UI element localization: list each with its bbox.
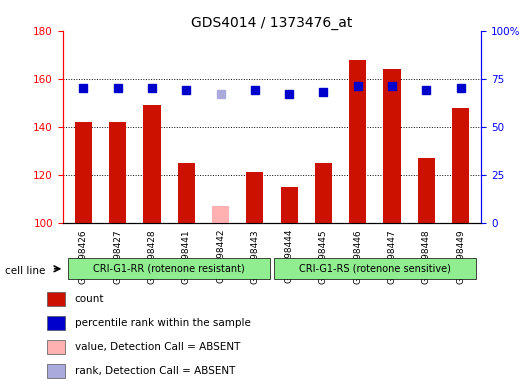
Bar xyxy=(75,122,92,223)
Text: CRI-G1-RR (rotenone resistant): CRI-G1-RR (rotenone resistant) xyxy=(93,264,245,274)
Bar xyxy=(47,292,65,306)
Title: GDS4014 / 1373476_at: GDS4014 / 1373476_at xyxy=(191,16,353,30)
Bar xyxy=(349,60,366,223)
Text: count: count xyxy=(75,294,104,304)
Bar xyxy=(178,163,195,223)
Text: percentile rank within the sample: percentile rank within the sample xyxy=(75,318,251,328)
Bar xyxy=(246,172,264,223)
Bar xyxy=(383,69,401,223)
Text: CRI-G1-RS (rotenone sensitive): CRI-G1-RS (rotenone sensitive) xyxy=(299,264,451,274)
Bar xyxy=(143,105,161,223)
Bar xyxy=(212,206,229,223)
Bar xyxy=(47,316,65,330)
Bar xyxy=(418,158,435,223)
Bar xyxy=(315,163,332,223)
Bar xyxy=(109,122,126,223)
Text: cell line: cell line xyxy=(5,266,46,276)
Text: value, Detection Call = ABSENT: value, Detection Call = ABSENT xyxy=(75,342,240,352)
Bar xyxy=(47,364,65,378)
Text: rank, Detection Call = ABSENT: rank, Detection Call = ABSENT xyxy=(75,366,235,376)
Bar xyxy=(47,340,65,354)
Bar xyxy=(452,108,469,223)
FancyBboxPatch shape xyxy=(68,258,270,279)
Bar xyxy=(280,187,298,223)
FancyBboxPatch shape xyxy=(274,258,476,279)
